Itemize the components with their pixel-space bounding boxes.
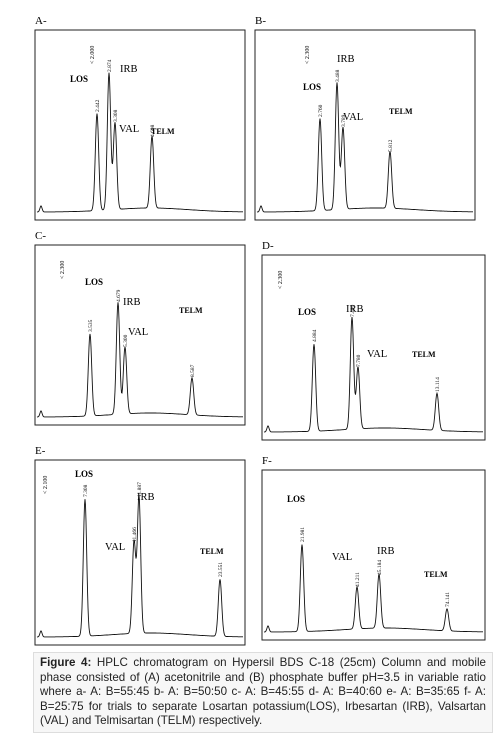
panel-frame [254,29,476,221]
peak-name: LOS [287,494,305,504]
peak-name: TELM [151,127,175,136]
chromatogram-trace [36,302,243,418]
retention-time: 11.887 [137,482,143,497]
injection-marker: < 2.100 [43,476,49,494]
panel-label: E- [35,445,46,457]
retention-time: 7.409 [350,304,356,317]
peak-name: LOS [70,74,88,84]
peak-name: VAL [343,112,363,123]
peak-name: TELM [389,107,413,116]
retention-time: 74.141 [445,592,451,607]
chromatogram-trace [36,494,243,638]
peak-name: VAL [128,327,148,338]
panel-frame [34,29,246,221]
caption-label: Figure 4: [40,656,92,669]
retention-time: 45.184 [377,560,383,575]
retention-time: 5.812 [388,139,394,152]
retention-time: 3.789 [341,114,347,127]
panel-label: D- [262,240,274,252]
peak-name: LOS [303,82,321,92]
retention-time: 23.551 [218,562,224,577]
retention-time: 7.780 [356,354,362,367]
peak-name: TELM [424,570,448,579]
injection-marker: < 2.300 [60,261,66,279]
retention-time: 2.442 [95,99,101,112]
retention-time: 3.308 [113,109,119,122]
panel-label: A- [35,15,47,27]
peak-name: IRB [346,304,364,315]
peak-name: TELM [179,306,203,315]
peak-name: VAL [119,124,139,135]
peak-name: TELM [412,350,436,359]
retention-time: 4.608 [150,124,156,137]
retention-time: 3.488 [335,69,341,82]
chromatogram-trace [263,544,483,633]
retention-time: 4.884 [312,329,318,342]
peak-name: LOS [75,469,93,479]
peak-name: IRB [123,297,141,308]
peak-name: IRB [377,546,395,557]
chromatogram-trace [256,82,473,213]
panel-frame [34,459,246,646]
peak-name: IRB [337,54,355,65]
peak-name: IRB [137,492,155,503]
retention-time: 3.535 [88,319,94,332]
peak-name: VAL [367,349,387,360]
injection-marker: < 2.300 [278,271,284,289]
retention-time: 2.760 [318,104,324,117]
peak-name: VAL [105,542,125,553]
peak-name: TELM [200,547,224,556]
panel-label: B- [255,15,266,27]
panel-frame [261,469,486,641]
panel-frame [34,244,246,426]
chromatogram-trace [36,72,243,213]
peak-name: IRB [120,64,138,75]
retention-time: 4.679 [116,289,122,302]
injection-marker: < 2.000 [90,46,96,64]
peak-name: LOS [85,277,103,287]
peak-name: VAL [332,552,352,563]
chromatogram-trace [263,316,483,433]
chromatogram-panel: F- 21.981 LOS 41.211 VAL 45.184 IRB 74.141 TELM [261,455,486,641]
retention-time: 2.874 [107,59,113,72]
panel-label: F- [262,455,272,467]
caption: Figure 4: HPLC chromatogram on Hypersil … [33,652,493,733]
retention-time: 21.981 [300,527,306,542]
retention-time: 13.114 [435,377,441,392]
retention-time: 11.466 [132,527,138,542]
panel-frame [261,254,486,441]
retention-time: 41.211 [355,572,361,587]
panel-label: C- [35,230,46,242]
caption-text: HPLC chromatogram on Hypersil BDS C-18 (… [40,656,486,727]
retention-time: 5.300 [123,334,129,347]
peak-name: LOS [298,307,316,317]
injection-marker: < 2.300 [305,46,311,64]
retention-time: 8.587 [190,364,196,377]
retention-time: 7.308 [83,484,89,497]
